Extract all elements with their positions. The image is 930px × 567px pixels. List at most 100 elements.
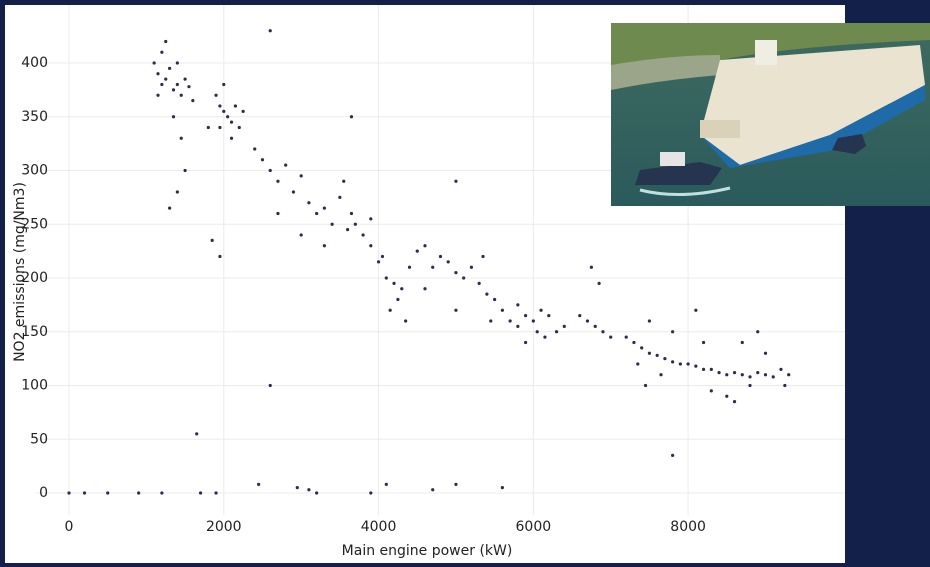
point bbox=[423, 287, 427, 291]
x-tick-label: 8000 bbox=[670, 519, 706, 535]
point bbox=[164, 77, 168, 81]
point bbox=[392, 281, 396, 285]
point bbox=[268, 29, 272, 33]
point bbox=[477, 281, 481, 285]
point bbox=[152, 61, 156, 65]
point bbox=[585, 319, 590, 323]
point bbox=[516, 324, 520, 328]
point bbox=[701, 367, 706, 371]
x-tick-label: 2000 bbox=[206, 519, 242, 535]
point bbox=[701, 340, 706, 345]
point bbox=[740, 340, 744, 345]
point bbox=[268, 168, 272, 173]
point bbox=[384, 276, 388, 280]
point bbox=[156, 93, 160, 97]
point bbox=[624, 335, 628, 339]
y-tick-label: 200 bbox=[21, 270, 48, 286]
point bbox=[469, 265, 474, 269]
x-tick-label: 0 bbox=[65, 519, 74, 535]
point bbox=[709, 367, 713, 371]
point bbox=[233, 104, 237, 108]
point bbox=[260, 158, 265, 162]
point bbox=[175, 82, 179, 87]
point bbox=[175, 190, 179, 194]
point bbox=[284, 163, 288, 167]
point bbox=[481, 254, 485, 259]
y-tick-label: 0 bbox=[39, 485, 48, 501]
point bbox=[206, 125, 210, 130]
point bbox=[407, 265, 412, 269]
point bbox=[338, 195, 342, 199]
point bbox=[168, 206, 172, 210]
point bbox=[237, 125, 241, 130]
point bbox=[454, 482, 458, 487]
point bbox=[694, 308, 698, 312]
point bbox=[137, 491, 141, 495]
point bbox=[322, 244, 326, 248]
y-tick-label: 350 bbox=[21, 109, 48, 125]
point bbox=[295, 486, 299, 490]
point bbox=[369, 244, 373, 248]
point bbox=[299, 174, 303, 178]
point bbox=[346, 228, 350, 232]
point bbox=[222, 82, 226, 87]
y-tick-label: 400 bbox=[21, 55, 48, 71]
point bbox=[694, 364, 698, 368]
point bbox=[643, 383, 648, 388]
y-tick-label: 250 bbox=[21, 216, 48, 232]
point bbox=[253, 147, 257, 151]
point bbox=[756, 330, 760, 334]
point bbox=[276, 179, 280, 183]
point bbox=[671, 453, 675, 457]
point bbox=[361, 233, 365, 237]
point bbox=[783, 383, 787, 388]
point bbox=[446, 260, 450, 264]
point bbox=[593, 324, 597, 328]
point bbox=[218, 254, 222, 259]
point bbox=[168, 66, 172, 70]
point bbox=[554, 330, 559, 334]
point bbox=[307, 201, 311, 205]
point bbox=[369, 491, 373, 495]
point bbox=[179, 136, 183, 140]
y-tick-label: 50 bbox=[30, 431, 48, 447]
point bbox=[353, 222, 357, 226]
point bbox=[257, 482, 261, 487]
point bbox=[508, 319, 512, 323]
point bbox=[229, 120, 234, 124]
y-tick-label: 150 bbox=[21, 324, 48, 340]
point bbox=[195, 432, 199, 436]
point bbox=[632, 340, 636, 345]
point bbox=[214, 93, 218, 97]
point bbox=[671, 360, 675, 364]
point bbox=[396, 297, 400, 302]
point bbox=[380, 254, 385, 259]
point bbox=[779, 367, 783, 371]
point bbox=[191, 99, 195, 103]
point bbox=[315, 211, 319, 216]
point bbox=[214, 491, 218, 495]
point bbox=[500, 308, 504, 312]
point bbox=[640, 346, 644, 350]
point bbox=[241, 109, 245, 113]
point bbox=[601, 330, 605, 334]
point bbox=[659, 373, 663, 377]
y-tick-label: 300 bbox=[21, 163, 48, 179]
point bbox=[187, 85, 191, 89]
point bbox=[431, 488, 435, 492]
point bbox=[678, 362, 682, 366]
point bbox=[179, 93, 183, 97]
point bbox=[299, 233, 303, 237]
y-tick-label: 100 bbox=[21, 378, 48, 394]
ship-photo bbox=[611, 23, 930, 206]
point bbox=[748, 383, 752, 388]
point bbox=[307, 488, 311, 492]
point bbox=[636, 362, 640, 366]
point bbox=[171, 115, 176, 119]
point bbox=[531, 319, 535, 323]
point bbox=[404, 319, 408, 323]
point bbox=[454, 271, 458, 275]
x-tick-label: 6000 bbox=[516, 519, 552, 535]
y-axis-title: NO2 emissions (mg/Nm3) bbox=[12, 182, 28, 362]
point bbox=[164, 39, 168, 44]
